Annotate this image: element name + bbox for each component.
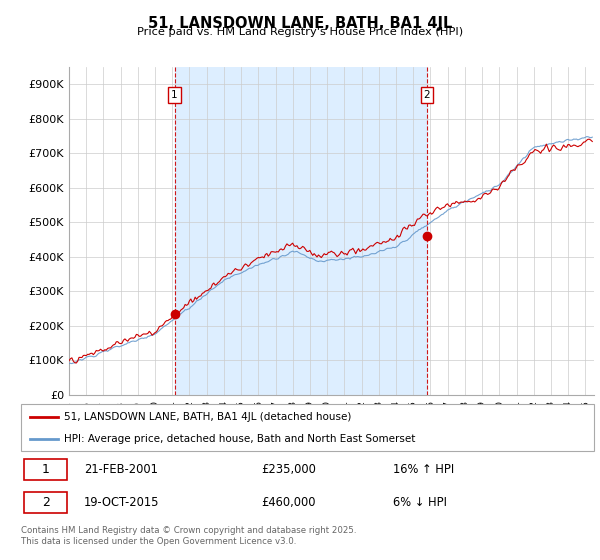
- Text: 6% ↓ HPI: 6% ↓ HPI: [394, 496, 448, 508]
- Text: Price paid vs. HM Land Registry's House Price Index (HPI): Price paid vs. HM Land Registry's House …: [137, 27, 463, 37]
- FancyBboxPatch shape: [21, 404, 594, 451]
- Text: 2: 2: [424, 90, 430, 100]
- Text: 2: 2: [42, 496, 50, 508]
- Text: 21-FEB-2001: 21-FEB-2001: [84, 463, 158, 476]
- Text: 19-OCT-2015: 19-OCT-2015: [84, 496, 160, 508]
- Text: 16% ↑ HPI: 16% ↑ HPI: [394, 463, 455, 476]
- FancyBboxPatch shape: [24, 492, 67, 513]
- Text: 51, LANSDOWN LANE, BATH, BA1 4JL: 51, LANSDOWN LANE, BATH, BA1 4JL: [148, 16, 452, 31]
- Text: 1: 1: [42, 463, 50, 476]
- Text: HPI: Average price, detached house, Bath and North East Somerset: HPI: Average price, detached house, Bath…: [64, 434, 415, 444]
- FancyBboxPatch shape: [24, 459, 67, 480]
- Text: 1: 1: [171, 90, 178, 100]
- Text: £460,000: £460,000: [262, 496, 316, 508]
- Bar: [175, 67, 427, 395]
- Text: 51, LANSDOWN LANE, BATH, BA1 4JL (detached house): 51, LANSDOWN LANE, BATH, BA1 4JL (detach…: [64, 412, 352, 422]
- Text: Contains HM Land Registry data © Crown copyright and database right 2025.
This d: Contains HM Land Registry data © Crown c…: [21, 526, 356, 546]
- Text: £235,000: £235,000: [262, 463, 317, 476]
